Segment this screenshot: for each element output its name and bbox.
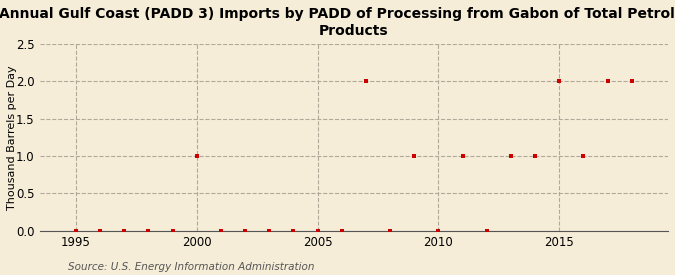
Point <box>95 229 105 233</box>
Y-axis label: Thousand Barrels per Day: Thousand Barrels per Day <box>7 65 17 210</box>
Point <box>530 154 541 158</box>
Point <box>385 229 396 233</box>
Point <box>167 229 178 233</box>
Point <box>626 79 637 83</box>
Point <box>409 154 420 158</box>
Point <box>240 229 250 233</box>
Point <box>336 229 347 233</box>
Point <box>506 154 516 158</box>
Point <box>191 154 202 158</box>
Point <box>554 79 565 83</box>
Title: Annual Gulf Coast (PADD 3) Imports by PADD of Processing from Gabon of Total Pet: Annual Gulf Coast (PADD 3) Imports by PA… <box>0 7 675 38</box>
Point <box>215 229 226 233</box>
Point <box>288 229 299 233</box>
Point <box>312 229 323 233</box>
Text: Source: U.S. Energy Information Administration: Source: U.S. Energy Information Administ… <box>68 262 314 272</box>
Point <box>119 229 130 233</box>
Point <box>143 229 154 233</box>
Point <box>481 229 492 233</box>
Point <box>602 79 613 83</box>
Point <box>70 229 81 233</box>
Point <box>360 79 371 83</box>
Point <box>578 154 589 158</box>
Point <box>457 154 468 158</box>
Point <box>264 229 275 233</box>
Point <box>433 229 444 233</box>
